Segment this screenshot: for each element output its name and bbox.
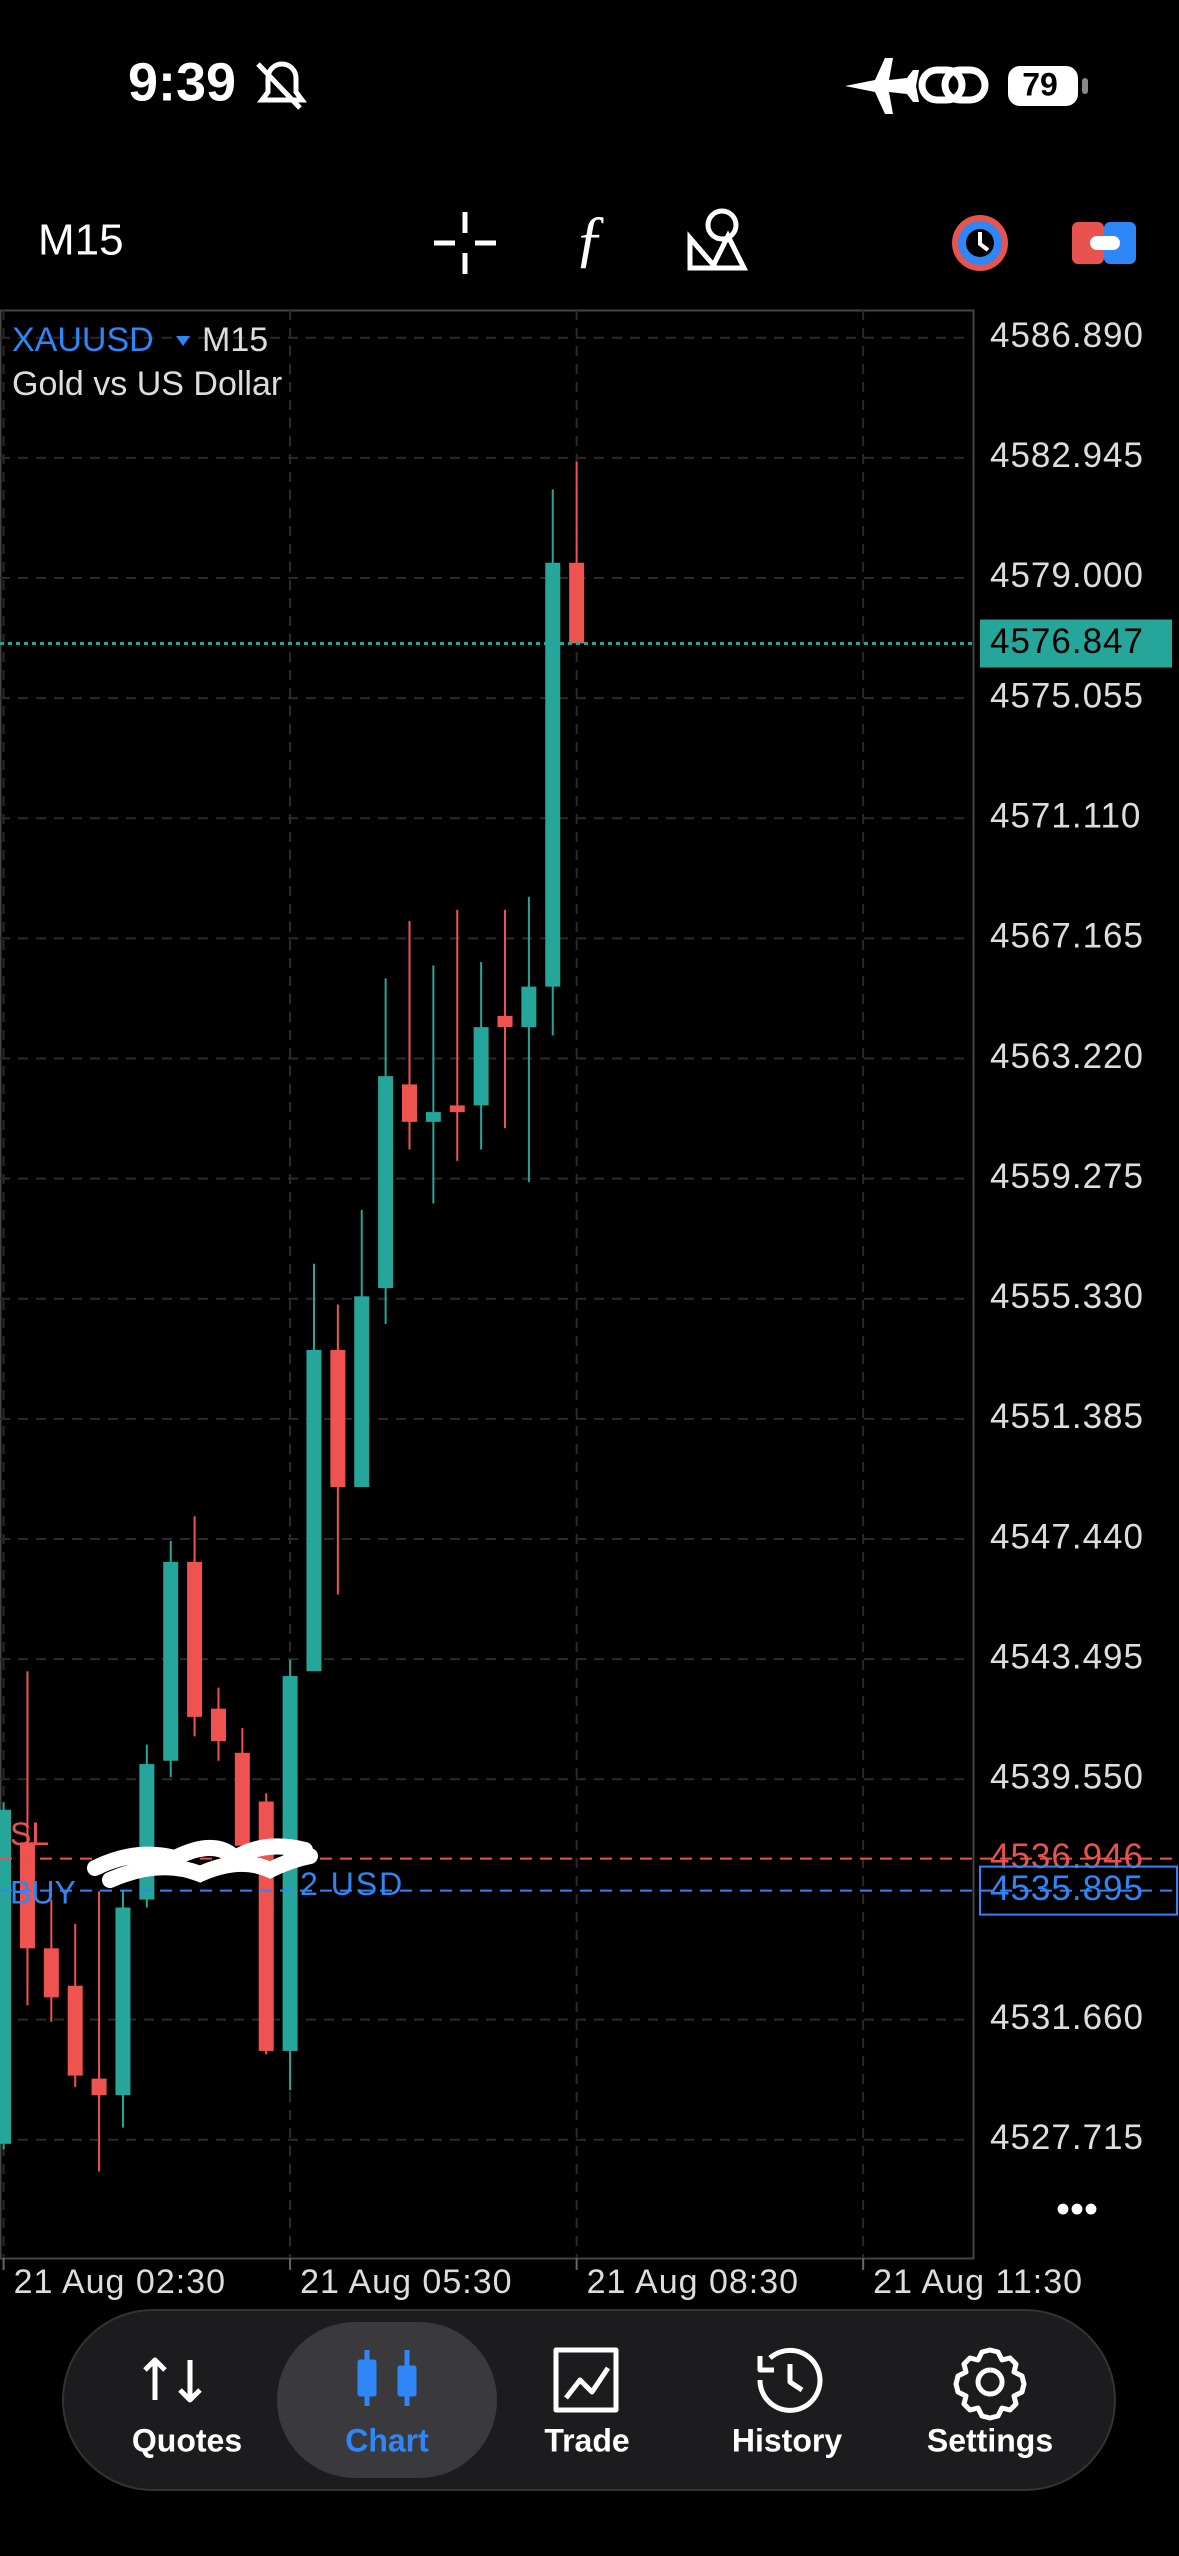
y-tick-label: 4547.440: [990, 1517, 1144, 1556]
candle-body: [473, 1027, 489, 1106]
y-tick-label: 4571.110: [990, 796, 1141, 835]
candle-body: [19, 1842, 35, 1949]
candle-body: [187, 1561, 203, 1717]
tab-icon[interactable]: [757, 2347, 823, 2413]
candle-body: [67, 1985, 83, 2076]
y-tick-label: 4575.055: [990, 676, 1144, 715]
tabs: Quotes Chart Trade History Settings: [132, 2322, 1053, 2478]
current-price-box: [980, 619, 1172, 668]
candle-body: [425, 1112, 441, 1122]
candle-body: [497, 1015, 513, 1028]
tab-icon[interactable]: [357, 2350, 417, 2406]
tab-label[interactable]: Settings: [927, 2422, 1053, 2458]
y-tick-label: 4559.275: [990, 1157, 1144, 1196]
candle-body: [521, 986, 537, 1028]
tab-label[interactable]: Trade: [544, 2422, 629, 2458]
x-tick-label: 21 Aug 02:30: [14, 2263, 226, 2301]
y-tick-label: 4567.165: [990, 917, 1144, 956]
order-label[interactable]: BUY: [10, 1874, 76, 1910]
battery-level: 79: [1022, 66, 1058, 102]
tab-label[interactable]: Quotes: [132, 2422, 242, 2458]
objects-button[interactable]: [687, 208, 749, 271]
trade-button[interactable]: [1072, 222, 1136, 264]
candle-body: [330, 1349, 346, 1487]
active-tab-bg: [277, 2322, 497, 2478]
mute-icon: [256, 61, 307, 110]
candle-body: [545, 562, 561, 987]
indicators-button[interactable]: ƒ: [574, 203, 606, 274]
scribble: [87, 1838, 318, 1888]
y-tick-label: 4586.890: [990, 316, 1144, 355]
tab-icon[interactable]: [553, 2347, 619, 2413]
x-tick-label: 21 Aug 05:30: [300, 2263, 512, 2301]
y-tick-label: 4531.660: [990, 1998, 1144, 2037]
battery: [1008, 66, 1078, 106]
candle-body: [449, 1105, 465, 1113]
candle-body: [401, 1084, 417, 1122]
candle-body: [91, 2078, 107, 2096]
timeframe-button[interactable]: M15: [38, 216, 124, 265]
y-tick-label: 4582.945: [990, 436, 1144, 475]
price-line-label: 4536.946: [990, 1837, 1144, 1876]
candle-body: [139, 1764, 155, 1900]
more-button[interactable]: •••: [1056, 2188, 1098, 2232]
candle-body: [569, 562, 585, 644]
candle-body: [378, 1076, 394, 1289]
symbol[interactable]: XAUUSD: [12, 321, 154, 359]
y-tick-label: 4543.495: [990, 1637, 1144, 1676]
tab-label[interactable]: Chart: [345, 2422, 429, 2458]
symbol-description: Gold vs US Dollar: [12, 365, 282, 403]
candle-body: [354, 1296, 370, 1487]
candle-body: [163, 1561, 179, 1761]
price-line-box: [979, 1865, 1178, 1916]
x-tick-label: 21 Aug 08:30: [587, 2263, 799, 2301]
y-tick-label: 4579.000: [990, 556, 1144, 595]
order-note[interactable]: 2 USD: [300, 1866, 404, 1902]
candle-body: [115, 1907, 131, 2096]
link-icon: [918, 66, 989, 104]
x-tick-label: 21 Aug 11:30: [873, 2263, 1083, 2301]
y-tick-label: 4551.385: [990, 1397, 1144, 1436]
battery-cap: [1082, 78, 1088, 94]
current-price-label: 4576.847: [990, 622, 1144, 661]
y-tick-label: 4539.550: [990, 1758, 1144, 1797]
tab-icon[interactable]: [953, 2347, 1027, 2421]
chart-frame: [0, 309, 975, 2260]
y-tick-label: 4563.220: [990, 1037, 1144, 1076]
symbol-dropdown[interactable]: [176, 336, 190, 346]
candle-body: [0, 1809, 12, 2144]
plot: [0, 310, 1179, 2258]
tab-label[interactable]: History: [732, 2422, 842, 2458]
candle-body: [43, 1948, 59, 1998]
y-tick-label: 4555.330: [990, 1277, 1144, 1316]
one-click-button[interactable]: [952, 215, 1008, 271]
candle-body: [306, 1349, 322, 1672]
tab-bar: [62, 2309, 1116, 2491]
tab-icon[interactable]: [143, 2357, 202, 2403]
order-label[interactable]: SL: [10, 1816, 49, 1852]
clock: 9:39: [128, 52, 236, 112]
chart-timeframe: M15: [202, 321, 268, 359]
candle-body: [210, 1708, 226, 1742]
airplane-icon: [845, 58, 919, 114]
crosshair-button[interactable]: [434, 212, 496, 274]
y-tick-label: 4527.715: [990, 2118, 1144, 2157]
price-line-label: 4535.895: [990, 1869, 1144, 1908]
candle-body: [234, 1752, 250, 1846]
